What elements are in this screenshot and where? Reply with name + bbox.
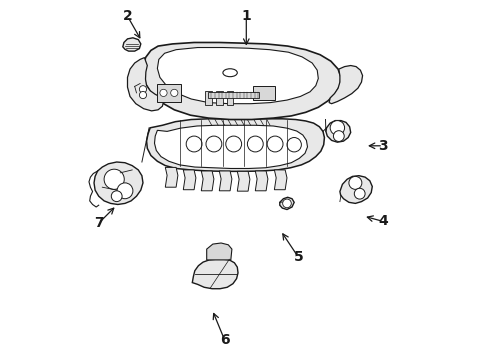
Circle shape — [282, 199, 291, 208]
Text: 6: 6 — [220, 333, 229, 347]
Bar — [226, 91, 233, 105]
Bar — [253, 86, 275, 100]
Polygon shape — [146, 119, 324, 171]
Polygon shape — [183, 170, 196, 190]
Circle shape — [139, 91, 146, 99]
Polygon shape — [339, 176, 371, 203]
Polygon shape — [122, 38, 141, 51]
Polygon shape — [325, 121, 350, 142]
Polygon shape — [127, 58, 163, 111]
Circle shape — [266, 136, 283, 152]
Polygon shape — [154, 125, 307, 168]
Polygon shape — [237, 171, 249, 191]
Text: 7: 7 — [94, 216, 103, 230]
Polygon shape — [328, 66, 362, 104]
Polygon shape — [192, 259, 238, 289]
Circle shape — [186, 136, 202, 152]
Polygon shape — [165, 167, 178, 187]
Circle shape — [329, 121, 344, 135]
Text: 4: 4 — [377, 215, 387, 228]
Circle shape — [286, 138, 301, 152]
Polygon shape — [143, 42, 340, 120]
Circle shape — [111, 191, 122, 202]
Circle shape — [348, 176, 361, 189]
Circle shape — [247, 136, 263, 152]
Bar — [157, 84, 180, 102]
Text: 5: 5 — [293, 251, 303, 264]
Text: 3: 3 — [378, 139, 387, 153]
Circle shape — [225, 136, 241, 152]
Polygon shape — [157, 48, 318, 104]
Polygon shape — [208, 92, 258, 98]
Circle shape — [117, 183, 133, 199]
Circle shape — [104, 169, 124, 189]
Polygon shape — [94, 162, 142, 204]
Circle shape — [205, 136, 222, 152]
Polygon shape — [274, 170, 286, 190]
Circle shape — [354, 188, 365, 199]
Polygon shape — [206, 243, 231, 260]
Text: 1: 1 — [241, 9, 251, 23]
Text: 2: 2 — [122, 9, 132, 23]
Circle shape — [139, 86, 146, 93]
Circle shape — [333, 131, 344, 141]
Bar — [205, 91, 211, 105]
Circle shape — [170, 89, 178, 96]
Polygon shape — [255, 171, 267, 191]
Polygon shape — [219, 171, 231, 191]
Polygon shape — [279, 197, 294, 210]
Circle shape — [160, 89, 167, 96]
Polygon shape — [201, 171, 213, 191]
Ellipse shape — [223, 69, 237, 77]
Bar — [216, 91, 222, 105]
